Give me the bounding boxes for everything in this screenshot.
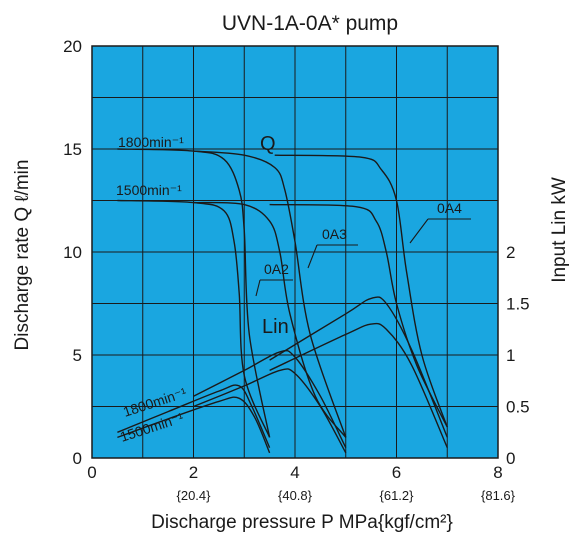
variant-label-0a4: 0A4 (437, 200, 462, 216)
x-tick-label: 6 (392, 463, 401, 482)
x-tick-label: 8 (493, 463, 502, 482)
y-axis-right-title: Input Lin kW (549, 177, 570, 283)
flow-curve-0a4-1800 (274, 154, 448, 428)
y-right-tick-label: 1.5 (506, 295, 530, 314)
power-curve-0a4-1500 (269, 322, 448, 448)
x-tick-label: 2 (189, 463, 198, 482)
y-left-tick-label: 20 (63, 37, 82, 56)
leader-0a3 (307, 244, 318, 269)
x-tick-kgf-label: {20.4} (177, 488, 212, 503)
y-axis-left-title: Discharge rate Q ℓ/min (12, 160, 33, 351)
leader-0a2 (255, 279, 261, 297)
tick-labels: 0 2 4 6 8 {20.4} {40.8} {61.2} {81.6} 0 5 10 15 20 0 0.… (63, 37, 530, 503)
y-left-tick-label: 5 (73, 346, 82, 365)
variant-label-0a2: 0A2 (264, 261, 289, 277)
power-curve-0a3-1500 (193, 368, 347, 454)
y-right-tick-label: 1 (506, 346, 515, 365)
q-label: Q (260, 133, 276, 155)
y-right-tick-label: 0.5 (506, 398, 530, 417)
x-axis-title: Discharge pressure P MPa{kgf/cm²} (151, 512, 453, 533)
x-tick-label: 4 (290, 463, 299, 482)
flow-curve-0a4-1500 (269, 203, 448, 428)
y-right-tick-label: 2 (506, 243, 515, 262)
power-curve-0a4-1800 (269, 296, 448, 438)
y-right-tick-label: 0 (506, 449, 515, 468)
power-curve-0a2-1800 (117, 384, 271, 448)
y-left-tick-label: 10 (63, 243, 82, 262)
flow-curve-0a3-1800 (193, 150, 347, 438)
variant-label-0a3: 0A3 (322, 226, 347, 242)
y-left-tick-label: 15 (63, 140, 82, 159)
flow-curve-0a2-1500 (117, 199, 271, 438)
speed-label-1500-flow: 1500min⁻¹ (116, 182, 182, 198)
x-tick-label: 0 (87, 463, 96, 482)
leader-0a4 (409, 218, 429, 244)
speed-label-1800-flow: 1800min⁻¹ (118, 134, 184, 150)
power-curve-0a3-1800 (193, 349, 347, 449)
power-curve-0a2-1500 (117, 396, 271, 454)
curves (117, 148, 448, 454)
lin-label: Lin (262, 316, 289, 338)
flow-curve-0a3-1500 (193, 201, 347, 438)
x-tick-kgf-label: {40.8} (278, 488, 313, 503)
x-tick-kgf-label: {61.2} (380, 488, 415, 503)
chart-title: UVN-1A-0A* pump (222, 12, 398, 35)
y-left-tick-label: 0 (73, 449, 82, 468)
x-tick-kgf-label: {81.6} (481, 488, 516, 503)
